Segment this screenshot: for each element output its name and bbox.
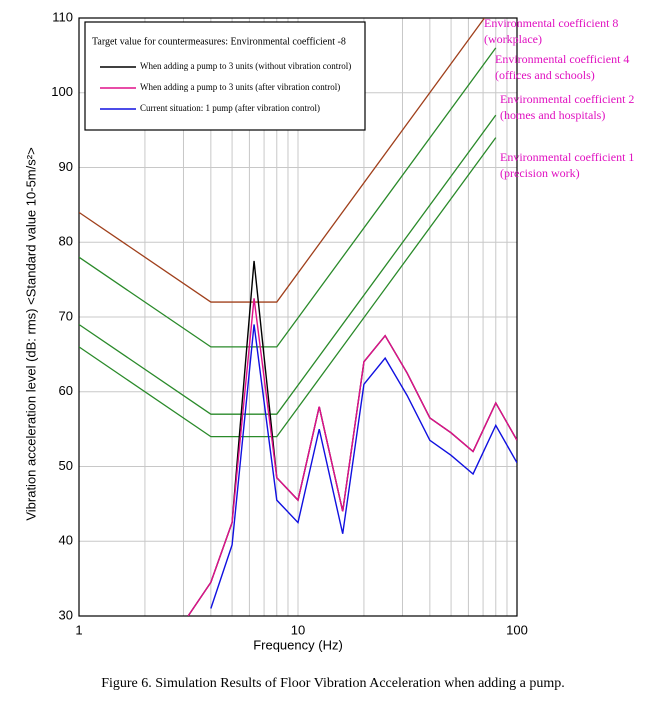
reference-line: [79, 137, 497, 438]
legend-title: Target value for countermeasures: Enviro…: [92, 36, 346, 47]
annotation: Environmental coefficient 4: [495, 52, 629, 66]
legend-label: When adding a pump to 3 units (after vib…: [140, 82, 340, 92]
plot-frame: [78, 17, 518, 617]
x-axis-label: Frequency (Hz): [253, 637, 343, 652]
x-tick-label: 1: [75, 622, 82, 637]
y-tick-label: 90: [59, 159, 73, 174]
annotation: Environmental coefficient 1: [500, 150, 634, 164]
reference-line: [79, 18, 485, 303]
legend-label: Current situation: 1 pump (after vibrati…: [140, 103, 320, 113]
y-tick-label: 50: [59, 458, 73, 473]
caption: Figure 6. Simulation Results of Floor Vi…: [101, 676, 565, 691]
series-line: [210, 324, 517, 609]
plot-area: [79, 18, 517, 616]
annotation: (workplace): [484, 32, 542, 46]
legend-box: [84, 21, 366, 131]
annotation: (offices and schools): [495, 68, 595, 82]
series-line: [187, 298, 517, 616]
y-tick-label: 30: [59, 607, 73, 622]
legend-label: When adding a pump to 3 units (without v…: [140, 61, 351, 71]
annotation: (precision work): [500, 166, 580, 180]
annotation: Environmental coefficient 2: [500, 92, 634, 106]
y-axis-label: Vibration acceleration level (dB: rms) <…: [23, 147, 38, 520]
y-tick-label: 40: [59, 533, 73, 548]
y-tick-label: 110: [52, 9, 73, 24]
x-tick-label: 10: [291, 622, 305, 637]
x-tick-label: 100: [506, 622, 528, 637]
y-tick-label: 100: [51, 84, 73, 99]
y-tick-label: 80: [59, 234, 73, 249]
annotation: (homes and hospitals): [500, 108, 605, 122]
annotation: Environmental coefficient 8: [484, 16, 618, 30]
reference-line: [79, 114, 497, 415]
y-tick-label: 60: [59, 383, 73, 398]
y-tick-label: 70: [59, 308, 73, 323]
reference-line: [79, 47, 497, 348]
